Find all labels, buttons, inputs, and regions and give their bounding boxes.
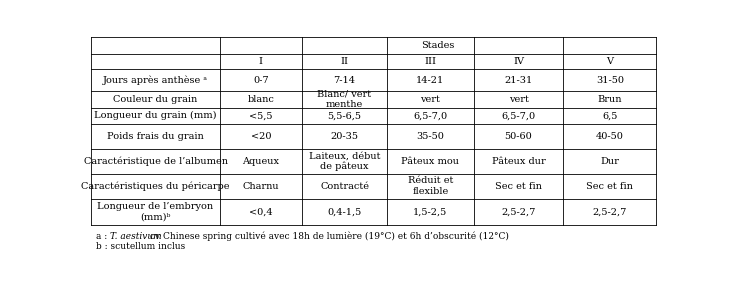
Text: T. aestivum: T. aestivum [109,232,161,241]
Text: vert: vert [509,95,529,104]
Text: Couleur du grain: Couleur du grain [114,95,198,104]
Text: 6,5-7,0: 6,5-7,0 [413,111,448,121]
Text: 14-21: 14-21 [416,76,445,85]
Text: 21-31: 21-31 [504,76,533,85]
Text: 40-50: 40-50 [596,132,624,141]
Text: Aqueux: Aqueux [243,157,279,166]
Text: Sec et fin: Sec et fin [495,182,542,191]
Text: 2,5-2,7: 2,5-2,7 [502,207,536,216]
Text: <0,4: <0,4 [249,207,273,216]
Text: Laiteux, début
de pâteux: Laiteux, début de pâteux [309,151,381,171]
Text: Poids frais du grain: Poids frais du grain [107,132,204,141]
Text: 31-50: 31-50 [596,76,624,85]
Text: Réduit et
flexible: Réduit et flexible [408,176,453,196]
Text: b : scutellum inclus: b : scutellum inclus [95,242,185,251]
Text: 7-14: 7-14 [333,76,356,85]
Text: 6,5-7,0: 6,5-7,0 [502,111,536,121]
Text: Brun: Brun [598,95,622,104]
Text: 0,4-1,5: 0,4-1,5 [327,207,362,216]
Text: 2,5-2,7: 2,5-2,7 [593,207,627,216]
Text: Caractéristiques du péricarpe: Caractéristiques du péricarpe [81,181,230,191]
Text: 50-60: 50-60 [504,132,532,141]
Text: 6,5: 6,5 [602,111,617,121]
Text: <5,5: <5,5 [249,111,273,121]
Text: Pâteux dur: Pâteux dur [491,157,545,166]
Text: Sec et fin: Sec et fin [586,182,634,191]
Text: Charnu: Charnu [243,182,279,191]
Text: II: II [340,57,348,66]
Text: 20-35: 20-35 [330,132,359,141]
Text: Caractéristique de l’albumen: Caractéristique de l’albumen [84,156,227,166]
Text: vert: vert [421,95,440,104]
Text: Pâteux mou: Pâteux mou [402,157,459,166]
Text: I: I [259,57,263,66]
Text: 1,5-2,5: 1,5-2,5 [413,207,448,216]
Text: Jours après anthèse ᵃ: Jours après anthèse ᵃ [103,75,208,85]
Text: a :: a : [95,232,110,241]
Text: IV: IV [513,57,524,66]
Text: 5,5-6,5: 5,5-6,5 [327,111,362,121]
Text: Blanc/ vert
menthe: Blanc/ vert menthe [317,90,372,109]
Text: Stades: Stades [421,41,455,50]
Text: Contracté: Contracté [320,182,369,191]
Text: III: III [424,57,437,66]
Text: Dur: Dur [601,157,619,166]
Text: cv Chinese spring cultivé avec 18h de lumière (19°C) et 6h d’obscurité (12°C): cv Chinese spring cultivé avec 18h de lu… [147,232,508,241]
Text: V: V [607,57,613,66]
Text: Longueur de l’embryon
(mm)ᵇ: Longueur de l’embryon (mm)ᵇ [98,202,214,221]
Text: 35-50: 35-50 [416,132,445,141]
Text: blanc: blanc [247,95,274,104]
Text: 0-7: 0-7 [253,76,269,85]
Text: Longueur du grain (mm): Longueur du grain (mm) [94,111,217,121]
Text: <20: <20 [251,132,271,141]
